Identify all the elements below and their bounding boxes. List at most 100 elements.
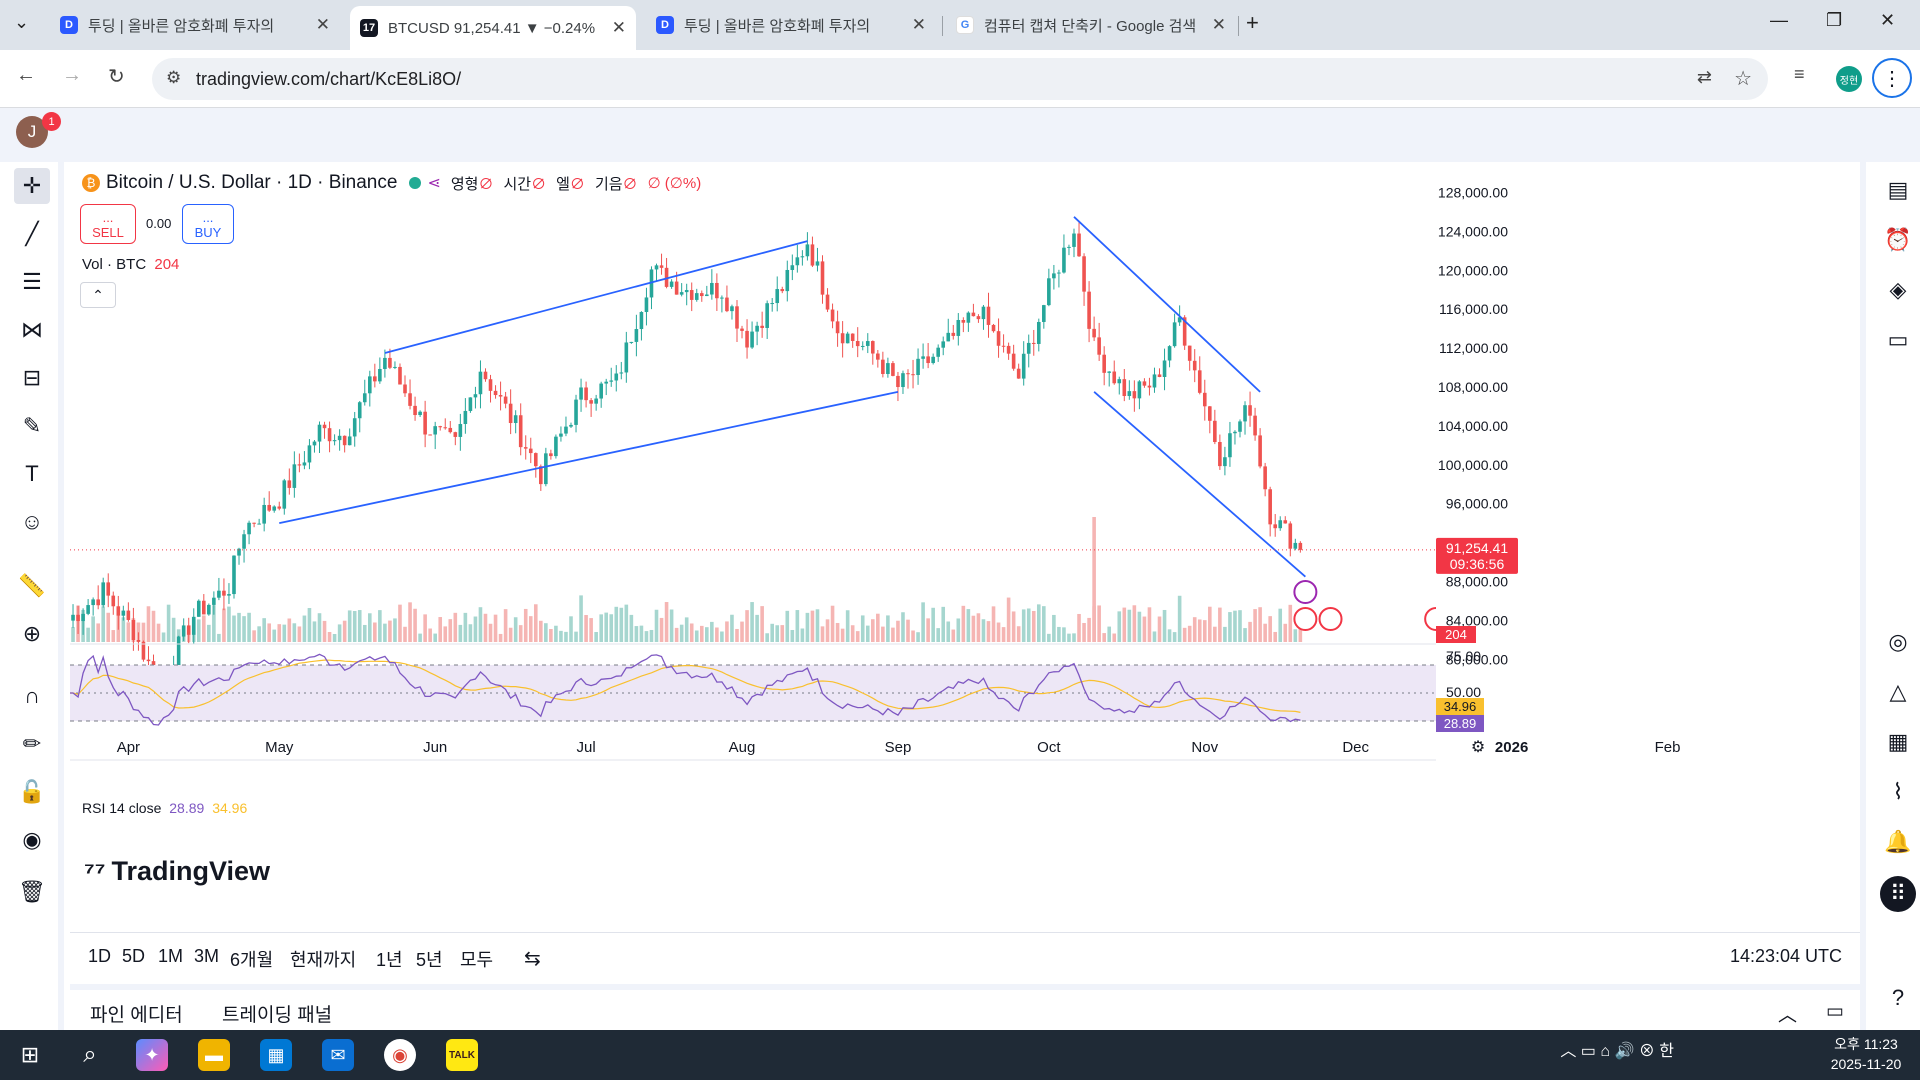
copilot-icon[interactable]: ✦ bbox=[136, 1039, 168, 1071]
prediction-tool-icon[interactable]: ⊟ bbox=[22, 365, 42, 390]
candle-body bbox=[227, 594, 231, 596]
countdown-label: 09:36:56 bbox=[1450, 556, 1505, 572]
ruler-tool-icon[interactable]: 📏 bbox=[18, 573, 46, 598]
browser-tab-1[interactable]: D 투딩 | 올바른 암호화폐 투자의 ✕ bbox=[50, 8, 340, 42]
tab-pine-editor[interactable]: 파인 에디터 bbox=[90, 1005, 183, 1026]
range-1m[interactable]: 1M bbox=[158, 946, 184, 966]
range-6m[interactable]: 6개월 bbox=[230, 950, 274, 970]
forward-icon[interactable]: → bbox=[62, 64, 82, 86]
tray-icons[interactable]: ︿ ▭ ⌂ 🔊 ⊗ 한 bbox=[1560, 1043, 1674, 1060]
change-value: ∅ (∅%) bbox=[647, 175, 702, 192]
range-all[interactable]: 모두 bbox=[460, 950, 494, 970]
pattern-tool-icon[interactable]: ⋈ bbox=[21, 317, 43, 342]
help-icon[interactable]: ? bbox=[1891, 985, 1905, 1010]
text-tool-icon[interactable]: T bbox=[25, 461, 39, 486]
range-5d[interactable]: 5D bbox=[122, 946, 146, 966]
site-info-icon[interactable]: ⚙ bbox=[166, 68, 182, 87]
buy-button[interactable]: ... BUY bbox=[182, 204, 234, 244]
calendar-icon[interactable]: ▦ bbox=[1887, 729, 1909, 754]
range-1y[interactable]: 1년 bbox=[376, 950, 403, 970]
range-3m[interactable]: 3M bbox=[194, 946, 220, 966]
file-explorer-icon[interactable]: ▬ bbox=[198, 1039, 230, 1071]
date-range-icon[interactable]: ⇆ bbox=[524, 948, 541, 970]
close-tab-icon[interactable]: ✕ bbox=[911, 15, 926, 34]
range-1d[interactable]: 1D bbox=[88, 946, 112, 966]
volume-bar bbox=[282, 624, 287, 642]
lock-drawing-icon[interactable]: ✏ bbox=[22, 731, 42, 756]
symbol-title[interactable]: Bitcoin / U.S. Dollar · 1D · Binance bbox=[106, 172, 398, 193]
candle-body bbox=[518, 415, 523, 448]
tradingview-logo[interactable]: ⁷⁷ TradingView bbox=[84, 856, 270, 887]
browser-tab-4[interactable]: G 컴퓨터 캡쳐 단축키 - Google 검색 ✕ bbox=[946, 8, 1236, 42]
layers-icon[interactable]: ◈ bbox=[1889, 277, 1907, 302]
volume-bar bbox=[730, 614, 734, 642]
range-ytd[interactable]: 현재까지 bbox=[290, 950, 357, 970]
restore-icon[interactable]: ❐ bbox=[1826, 10, 1843, 30]
trendline-tool-icon[interactable]: ╱ bbox=[25, 221, 39, 246]
close-tab-icon[interactable]: ✕ bbox=[611, 18, 626, 37]
crosshair-tool-icon[interactable]: ✛ bbox=[14, 168, 50, 204]
browser-menu-icon[interactable]: ⋮ bbox=[1872, 58, 1912, 98]
candle-body bbox=[860, 345, 865, 347]
chrome-icon[interactable]: ◉ bbox=[384, 1039, 416, 1071]
candle-body bbox=[1092, 328, 1096, 338]
notifications-bell-icon[interactable]: 🔔 bbox=[1884, 829, 1912, 854]
stream-icon[interactable]: ⌇ bbox=[1892, 779, 1904, 804]
price-chart-svg[interactable]: 128,000.00 124,000.00 120,000.00 116,000.00… bbox=[70, 162, 1860, 932]
target-icon[interactable]: ◎ bbox=[1888, 629, 1908, 654]
browser-tab-2[interactable]: 17 BTCUSD 91,254.41 ▼ −0.24% ✕ bbox=[350, 6, 636, 50]
volume-bar bbox=[780, 625, 785, 642]
media-control-icon[interactable]: ≡ bbox=[1794, 64, 1805, 84]
candle-body bbox=[312, 441, 317, 446]
fib-retracement-tool-icon[interactable]: ☰ bbox=[22, 269, 42, 294]
translate-icon[interactable]: ⇄ bbox=[1696, 67, 1712, 87]
candle-body bbox=[1077, 233, 1081, 257]
system-clock[interactable]: 오후 11:23 2025-11-20 bbox=[1830, 1036, 1902, 1072]
candle-body bbox=[101, 582, 106, 606]
alerts-clock-icon[interactable]: ⏰ bbox=[1884, 227, 1912, 252]
hide-drawings-icon[interactable]: ◉ bbox=[22, 827, 42, 852]
price-tick-label: 128,000.00 bbox=[1438, 185, 1508, 201]
lock-icon[interactable]: 🔓 bbox=[18, 779, 46, 804]
collapse-panel-icon[interactable]: ︿ bbox=[1778, 1005, 1798, 1026]
browser-tab-3[interactable]: D 투딩 | 올바른 암호화폐 투자의 ✕ bbox=[646, 8, 936, 42]
ideas-icon[interactable]: △ bbox=[1889, 679, 1907, 704]
volume-bar bbox=[679, 624, 684, 642]
trash-icon[interactable]: 🗑 bbox=[18, 879, 46, 904]
share-icon[interactable]: ⋖ bbox=[427, 175, 441, 192]
back-icon[interactable]: ← bbox=[16, 64, 36, 86]
reload-icon[interactable]: ↻ bbox=[108, 66, 125, 88]
chart-area[interactable]: 128,000.00 124,000.00 120,000.00 116,000.00… bbox=[70, 162, 1860, 932]
collapse-legend-icon[interactable]: ⌃ bbox=[80, 282, 116, 308]
range-5y[interactable]: 5년 bbox=[416, 950, 443, 970]
minimize-icon[interactable]: — bbox=[1770, 10, 1788, 30]
emoji-tool-icon[interactable]: ☺ bbox=[20, 509, 44, 534]
brush-tool-icon[interactable]: ✎ bbox=[22, 413, 42, 438]
apps-grid-icon[interactable]: ⠿ bbox=[1880, 876, 1916, 912]
magnet-tool-icon[interactable]: ∩ bbox=[24, 683, 40, 708]
maximize-panel-icon[interactable]: ▭ bbox=[1826, 1001, 1844, 1022]
profile-avatar[interactable]: 정현 bbox=[1836, 66, 1862, 92]
omnibox[interactable]: ⚙ tradingview.com/chart/KcE8Li8O/ ⇄ ☆ bbox=[152, 58, 1768, 100]
zoom-in-tool-icon[interactable]: ⊕ bbox=[22, 621, 42, 646]
sell-button[interactable]: ... SELL bbox=[80, 204, 136, 244]
new-tab-icon[interactable]: + bbox=[1246, 10, 1259, 35]
volume-bar bbox=[589, 618, 593, 642]
ms-store-icon[interactable]: ▦ bbox=[260, 1039, 292, 1071]
close-tab-icon[interactable]: ✕ bbox=[315, 15, 330, 34]
search-icon[interactable]: ⌕ bbox=[83, 1041, 97, 1068]
tab-search-icon[interactable]: ⌄ bbox=[14, 12, 30, 32]
volume-bar bbox=[569, 616, 573, 642]
close-window-icon[interactable]: ✕ bbox=[1880, 10, 1896, 30]
close-tab-icon[interactable]: ✕ bbox=[1211, 15, 1226, 34]
kakaotalk-icon[interactable]: TALK bbox=[446, 1039, 478, 1071]
url-text[interactable]: tradingview.com/chart/KcE8Li8O/ bbox=[196, 69, 462, 89]
windows-start-icon[interactable]: ⊞ bbox=[20, 1042, 40, 1067]
utc-clock[interactable]: 14:23:04 UTC bbox=[1729, 946, 1842, 966]
candle-body bbox=[1001, 345, 1006, 347]
outlook-icon[interactable]: ✉ bbox=[322, 1039, 354, 1071]
tab-trading-panel[interactable]: 트레이딩 패널 bbox=[222, 1005, 333, 1026]
bookmark-star-icon[interactable]: ☆ bbox=[1734, 68, 1752, 90]
watchlist-icon[interactable]: ▤ bbox=[1887, 177, 1909, 202]
chat-icon[interactable]: ▭ bbox=[1887, 327, 1909, 352]
